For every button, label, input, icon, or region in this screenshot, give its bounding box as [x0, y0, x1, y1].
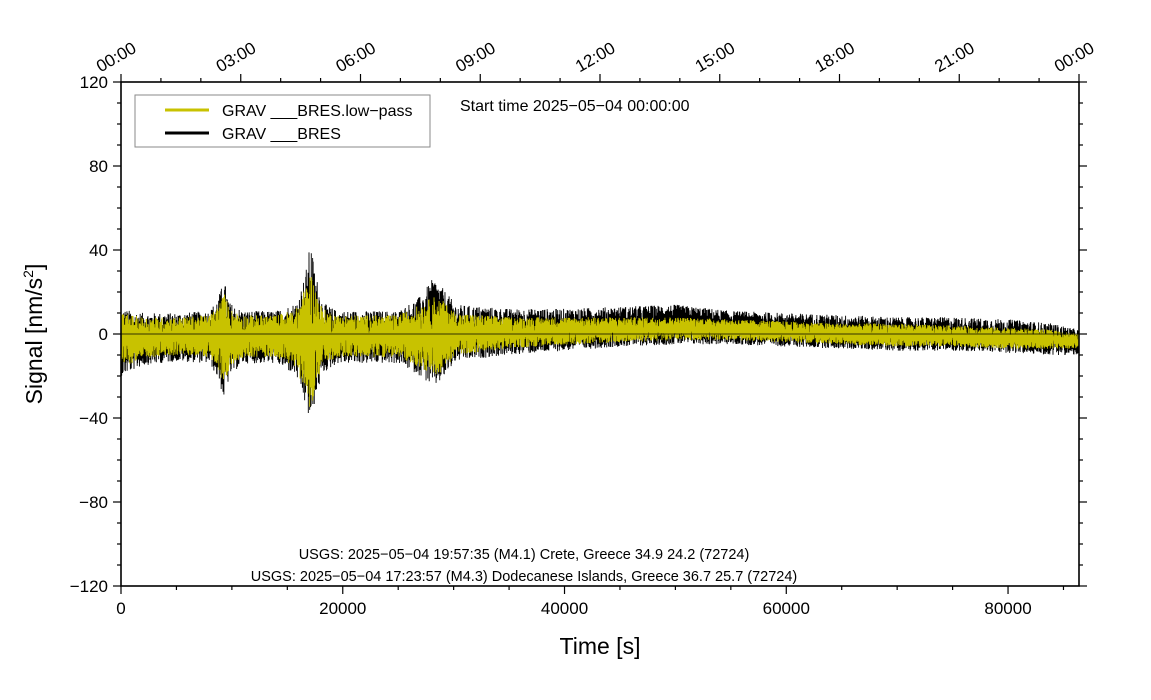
start-time-label: Start time 2025−05−04 00:00:00 [460, 98, 690, 115]
plot-content [121, 252, 1079, 414]
x-axis-title: Time [s] [560, 633, 641, 659]
ticks [113, 74, 1087, 594]
top-time-tick-label: 15:00 [692, 38, 738, 76]
legend-entry-raw: GRAV ___BRES [222, 126, 341, 143]
y-tick-label: 40 [89, 241, 108, 260]
x-tick-label: 60000 [763, 599, 810, 618]
y-tick-label: 80 [89, 157, 108, 176]
x-tick-label: 80000 [984, 599, 1031, 618]
series-line-low-pass [121, 277, 1079, 407]
y-axis-title-main: Signal [nm/s [21, 278, 47, 405]
top-time-tick-label: 06:00 [333, 38, 379, 76]
top-time-tick-label: 00:00 [1051, 38, 1097, 76]
x-tick-label: 20000 [319, 599, 366, 618]
y-axis-title-sup: 2 [20, 270, 36, 278]
top-time-tick-label: 12:00 [572, 38, 618, 76]
y-axis-title-end: ] [21, 264, 47, 270]
y-tick-label: 120 [80, 73, 108, 92]
legend-box [134, 94, 431, 148]
annotation-dodecanese: USGS: 2025−05−04 17:23:57 (M4.3) Dodecan… [251, 569, 798, 585]
x-tick-label: 0 [116, 599, 125, 618]
y-tick-label: 0 [99, 325, 108, 344]
y-axis-title: Signal [nm/s2] [20, 264, 47, 405]
top-time-tick-label: 00:00 [93, 38, 139, 76]
x-tick-label: 40000 [541, 599, 588, 618]
annotation-crete: USGS: 2025−05−04 19:57:35 (M4.1) Crete, … [299, 547, 750, 563]
y-tick-label: −40 [79, 409, 108, 428]
top-time-tick-label: 21:00 [931, 38, 977, 76]
y-tick-label: −80 [79, 493, 108, 512]
legend: GRAV ___BRES.low−pass GRAV ___BRES [134, 94, 431, 148]
top-time-tick-label: 09:00 [452, 38, 498, 76]
legend-entry-low-pass: GRAV ___BRES.low−pass [222, 103, 412, 120]
y-tick-label: −120 [70, 577, 108, 596]
top-time-tick-label: 03:00 [213, 38, 259, 76]
top-time-tick-label: 18:00 [812, 38, 858, 76]
